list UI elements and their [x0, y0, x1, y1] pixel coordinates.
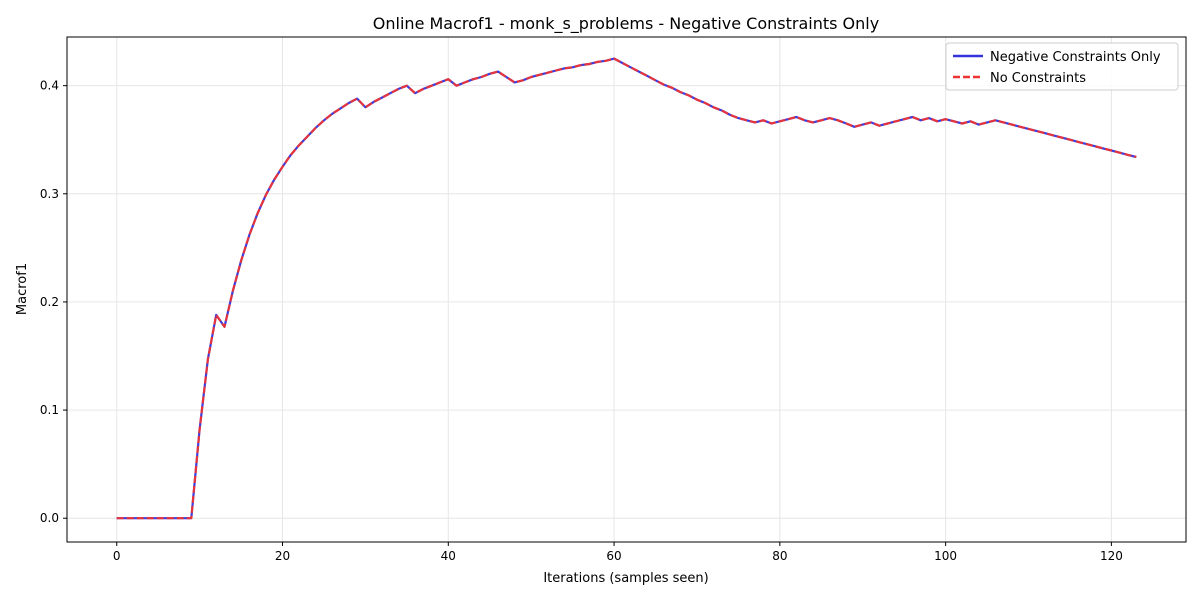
x-tick-label: 80 — [772, 549, 787, 563]
y-axis-ticks: 0.0 0.1 0.2 0.3 0.4 — [40, 79, 67, 525]
legend-label-negative-constraints: Negative Constraints Only — [990, 50, 1161, 65]
series-line-no-constraints — [116, 57, 1137, 520]
y-axis-label: Macrof1 — [15, 263, 30, 315]
series-layer — [116, 57, 1137, 520]
x-tick-label: 20 — [275, 549, 290, 563]
grid-lines — [67, 37, 1186, 542]
legend: Negative Constraints Only No Constraints — [945, 42, 1179, 91]
x-tick-label: 100 — [934, 549, 957, 563]
y-tick-label: 0.4 — [40, 79, 59, 93]
y-tick-label: 0.1 — [40, 403, 59, 417]
x-axis-ticks: 0 20 40 60 80 100 120 — [113, 542, 1123, 563]
legend-box — [945, 42, 1179, 91]
x-tick-label: 40 — [441, 549, 456, 563]
x-tick-label: 120 — [1100, 549, 1123, 563]
y-tick-label: 0.3 — [40, 187, 59, 201]
x-tick-label: 60 — [606, 549, 621, 563]
chart-title: Online Macrof1 - monk_s_problems - Negat… — [373, 14, 879, 34]
legend-label-no-constraints: No Constraints — [990, 71, 1086, 86]
y-tick-label: 0.2 — [40, 295, 59, 309]
plot-frame — [66, 36, 1187, 543]
x-axis-label: Iterations (samples seen) — [543, 571, 708, 586]
x-tick-label: 0 — [113, 549, 121, 563]
y-tick-label: 0.0 — [40, 511, 59, 525]
